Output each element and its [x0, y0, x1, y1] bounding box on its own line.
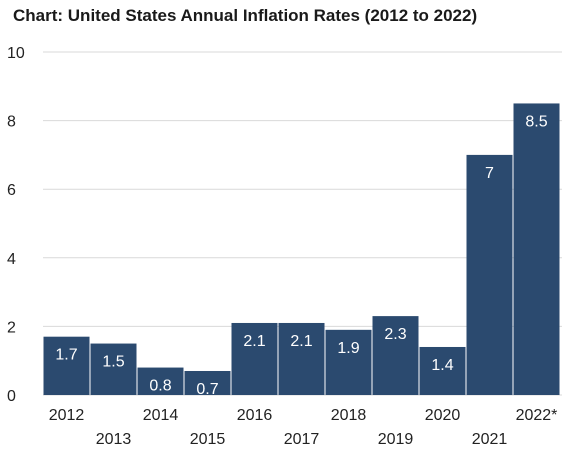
- bar-value-label: 2.3: [384, 326, 406, 343]
- x-axis-ticks: 2012 2013 2014 2015 2016 2017 2018 2019 2020 2021…: [49, 407, 558, 448]
- bar: [513, 103, 560, 395]
- bar-value-label: 1.9: [337, 340, 359, 357]
- y-tick-label: 10: [7, 45, 25, 62]
- bar-value-label: 8.5: [525, 113, 547, 130]
- bar: [419, 346, 466, 395]
- bar: [231, 322, 278, 395]
- bar-value-label: 1.7: [55, 347, 77, 364]
- bar: [466, 154, 513, 395]
- x-tick-label: 2016: [237, 407, 273, 424]
- chart-title: Chart: United States Annual Inflation Ra…: [13, 6, 478, 25]
- x-tick-label: 2019: [378, 431, 414, 448]
- x-tick-label: 2012: [49, 407, 85, 424]
- bar-value-label: 0.7: [196, 381, 218, 398]
- x-tick-label: 2018: [331, 407, 367, 424]
- y-tick-label: 8: [7, 114, 16, 131]
- bar: [372, 316, 419, 395]
- x-tick-label: 2022*: [516, 407, 558, 424]
- bar-value-label: 2.1: [290, 333, 312, 350]
- bar: [137, 367, 184, 395]
- y-axis-ticks: 0 2 4 6 8 10: [7, 45, 25, 405]
- value-labels: 1.7 1.5 0.8 0.7 2.1 2.1 1.9 2.3 1.4 7 8.5: [55, 113, 547, 398]
- bar-value-label: 1.5: [102, 354, 124, 371]
- y-tick-label: 2: [7, 319, 16, 336]
- bar-value-label: 1.4: [431, 357, 453, 374]
- bar-value-label: 0.8: [149, 378, 171, 395]
- x-tick-label: 2014: [143, 407, 179, 424]
- y-tick-label: 6: [7, 182, 16, 199]
- bar: [278, 322, 325, 395]
- x-tick-label: 2020: [425, 407, 461, 424]
- bar: [325, 329, 372, 395]
- x-tick-label: 2017: [284, 431, 320, 448]
- y-tick-label: 0: [7, 388, 16, 405]
- bar-value-label: 2.1: [243, 333, 265, 350]
- x-tick-label: 2013: [96, 431, 132, 448]
- bar: [43, 336, 90, 395]
- y-tick-label: 4: [7, 251, 16, 268]
- x-tick-label: 2021: [472, 431, 508, 448]
- bar: [90, 343, 137, 395]
- x-tick-label: 2015: [190, 431, 226, 448]
- bars: [43, 103, 560, 395]
- bar-value-label: 7: [485, 165, 494, 182]
- bar: [184, 370, 231, 395]
